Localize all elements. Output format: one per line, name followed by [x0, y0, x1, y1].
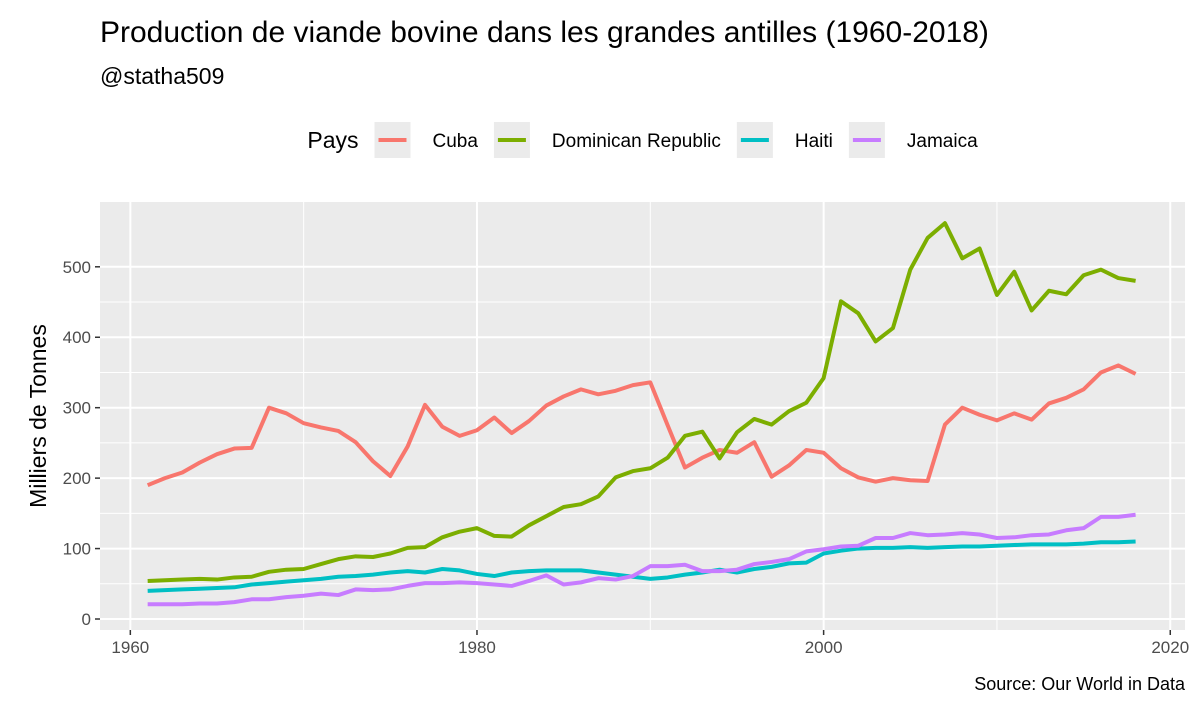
chart-title: Production de viande bovine dans les gra… [100, 16, 989, 49]
data-line [146, 363, 1137, 488]
legend-label: Dominican Republic [552, 131, 721, 152]
y-axis-title: Milliers de Tonnes [25, 324, 51, 508]
x-tick-label: 1980 [458, 638, 496, 657]
legend-label: Cuba [432, 131, 478, 152]
y-tick-label: 400 [63, 328, 91, 347]
legend-label: Jamaica [907, 131, 978, 152]
caption: Source: Our World in Data [974, 674, 1186, 694]
y-tick-label: 500 [63, 258, 91, 277]
y-tick-label: 100 [63, 540, 91, 559]
data-line [147, 539, 1136, 593]
legend: Pays Cuba Dominican Republic Haiti Jamaica [307, 122, 978, 158]
chart-subtitle: @statha509 [100, 63, 224, 89]
x-tick-label: 1960 [111, 638, 149, 657]
x-tick-label: 2020 [1151, 638, 1189, 657]
data-line [147, 221, 1136, 583]
data-line [147, 512, 1136, 607]
legend-title: Pays [307, 127, 358, 153]
x-tick-label: 2000 [805, 638, 843, 657]
y-tick-label: 200 [63, 469, 91, 488]
y-tick-label: 300 [63, 399, 91, 418]
y-tick-label: 0 [82, 610, 91, 629]
legend-label: Haiti [795, 131, 833, 152]
